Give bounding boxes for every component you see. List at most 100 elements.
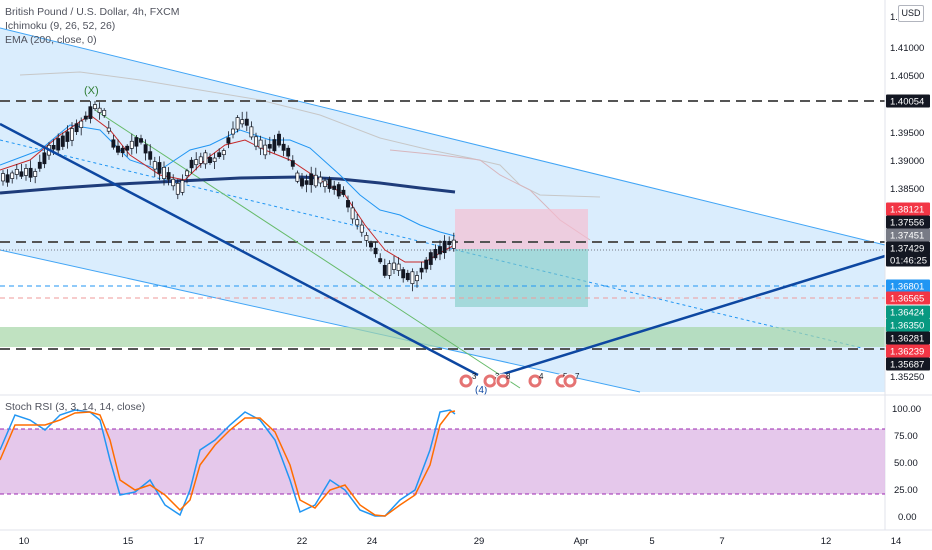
svg-text:3: 3 [472, 372, 477, 381]
svg-text:1.37556: 1.37556 [890, 218, 924, 229]
wave-4-label: (4) [475, 385, 487, 396]
candle [217, 148, 222, 159]
candle [410, 268, 415, 292]
us-flag-icon-3[interactable]: 8 [495, 372, 511, 389]
svg-text:29: 29 [474, 536, 485, 547]
price-badge: 1.36350 [886, 318, 930, 332]
candle [208, 153, 212, 165]
stoch-d-line [0, 410, 456, 517]
fib-trend-line[interactable] [94, 109, 521, 389]
svg-text:14: 14 [891, 536, 902, 547]
candle [93, 100, 97, 111]
wave-x-label: (X) [84, 85, 99, 97]
economic-event-markers[interactable]: 3 3 8 4 5 7 [458, 372, 580, 389]
svg-text:01:46:25: 01:46:25 [890, 256, 927, 267]
us-flag-icon-6[interactable]: 7 [562, 372, 580, 389]
price-badge: 1.40054 [886, 94, 930, 108]
candle [83, 111, 88, 122]
candle [19, 163, 24, 180]
candle [249, 121, 254, 140]
candle [424, 256, 429, 273]
svg-text:1.35250: 1.35250 [890, 372, 924, 383]
svg-text:10: 10 [19, 536, 30, 547]
candle [33, 168, 38, 184]
horizontal-levels[interactable] [0, 100, 885, 350]
candle [277, 130, 281, 148]
price-badges: 1.40054 1.38121 1.37556 1.37451 1.3742901:46… [886, 94, 930, 371]
currency-button[interactable]: USD [898, 5, 924, 22]
candle [157, 156, 162, 181]
candle [171, 174, 176, 191]
candle [341, 186, 346, 198]
price-badge: 1.37451 [886, 228, 930, 242]
candle [244, 111, 249, 132]
svg-text:100.00: 100.00 [892, 404, 921, 415]
candle [300, 172, 304, 189]
wave-trend-line-up[interactable] [499, 254, 886, 377]
candle [355, 213, 360, 230]
candle [120, 145, 125, 158]
price-badge: 1.35687 [886, 357, 930, 371]
regression-channel [0, 27, 886, 393]
ema-legend[interactable]: EMA (200, close, 0) [5, 34, 97, 46]
candle [392, 255, 396, 274]
svg-text:1.36350: 1.36350 [890, 321, 924, 332]
svg-text:1.39500: 1.39500 [890, 128, 924, 139]
candle [10, 170, 15, 184]
candle [1, 170, 5, 186]
candle [226, 131, 231, 149]
svg-text:17: 17 [194, 536, 205, 547]
price-badge: 1.36424 [886, 305, 930, 319]
candle [24, 163, 28, 181]
candle [5, 169, 10, 187]
price-badge: 1.36801 [886, 279, 930, 293]
svg-text:1.38121: 1.38121 [890, 205, 924, 216]
svg-text:1.41000: 1.41000 [890, 43, 924, 54]
svg-text:24: 24 [367, 536, 378, 547]
us-flag-icon-4[interactable]: 4 [527, 372, 544, 389]
price-badge: 1.36281 [886, 331, 930, 345]
candle [281, 137, 286, 157]
ichimoku-legend[interactable]: Ichimoku (9, 26, 52, 26) [5, 20, 116, 32]
candle [295, 170, 300, 184]
us-flag-icon-1[interactable]: 3 [458, 372, 477, 389]
candlesticks[interactable] [1, 100, 456, 292]
candle [102, 108, 107, 118]
svg-text:5: 5 [649, 536, 654, 547]
candle [258, 135, 263, 156]
stoch-rsi-legend[interactable]: Stoch RSI (3, 3, 14, 14, close) [5, 401, 146, 413]
svg-text:1.36565: 1.36565 [890, 294, 924, 305]
candle [304, 174, 309, 193]
candle [350, 201, 355, 224]
candle [323, 178, 327, 193]
candle [60, 132, 65, 150]
support-zone[interactable] [0, 327, 888, 347]
candle [401, 267, 406, 283]
candle [428, 249, 433, 270]
candle [438, 240, 442, 261]
time-axis[interactable]: 10 15 17 22 24 29 Apr 5 7 12 14 [19, 536, 902, 547]
chart-legend[interactable]: British Pound / U.S. Dollar, 4h, FXCM Ic… [5, 5, 179, 47]
svg-text:1.37451: 1.37451 [890, 231, 924, 242]
svg-text:4: 4 [539, 372, 544, 381]
take-profit-zone[interactable] [455, 249, 588, 307]
symbol-title[interactable]: British Pound / U.S. Dollar, 4h, FXCM [5, 6, 180, 18]
rsi-axis[interactable]: 100.00 75.00 50.00 25.00 0.00 [892, 404, 921, 523]
candle [313, 167, 318, 188]
svg-text:1.37429: 1.37429 [890, 244, 924, 255]
wave-trend-line-down[interactable] [0, 122, 479, 377]
candle [166, 167, 171, 186]
svg-text:1.40054: 1.40054 [890, 97, 924, 108]
candle [364, 232, 369, 247]
candle [198, 152, 203, 168]
candle [419, 261, 424, 280]
candle [263, 139, 268, 160]
svg-text:12: 12 [821, 536, 832, 547]
candle [382, 258, 387, 278]
candle [415, 271, 419, 288]
svg-text:Apr: Apr [574, 536, 589, 547]
svg-text:0.00: 0.00 [898, 512, 917, 523]
candle [70, 122, 74, 147]
candle [272, 134, 277, 154]
